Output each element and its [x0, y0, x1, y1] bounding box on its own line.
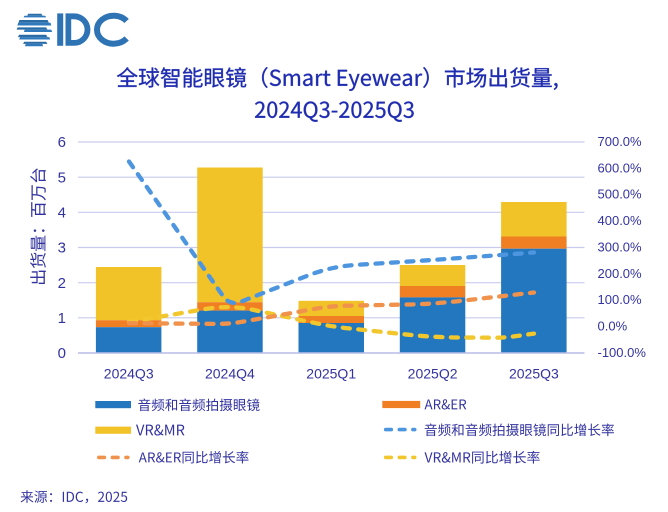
svg-text:2025Q1: 2025Q1	[306, 365, 356, 381]
svg-text:4: 4	[58, 205, 66, 222]
svg-text:1: 1	[58, 310, 66, 327]
svg-text:0.0%: 0.0%	[598, 319, 628, 334]
svg-text:400.0%: 400.0%	[598, 213, 643, 228]
svg-text:600.0%: 600.0%	[598, 160, 643, 175]
svg-text:2024Q4: 2024Q4	[205, 365, 255, 381]
svg-text:100.0%: 100.0%	[598, 292, 643, 307]
svg-text:500.0%: 500.0%	[598, 187, 643, 202]
svg-text:3: 3	[58, 240, 66, 257]
svg-text:5: 5	[58, 169, 66, 186]
svg-text:2025Q2: 2025Q2	[408, 365, 458, 381]
svg-text:0: 0	[58, 345, 66, 362]
svg-text:700.0%: 700.0%	[598, 134, 643, 149]
svg-text:200.0%: 200.0%	[598, 266, 643, 281]
svg-text:-100.0%: -100.0%	[598, 345, 647, 360]
svg-text:300.0%: 300.0%	[598, 239, 643, 254]
svg-text:2: 2	[58, 275, 66, 292]
svg-text:2025Q3: 2025Q3	[509, 365, 559, 381]
svg-text:6: 6	[58, 134, 66, 151]
svg-text:2024Q3: 2024Q3	[104, 365, 154, 381]
